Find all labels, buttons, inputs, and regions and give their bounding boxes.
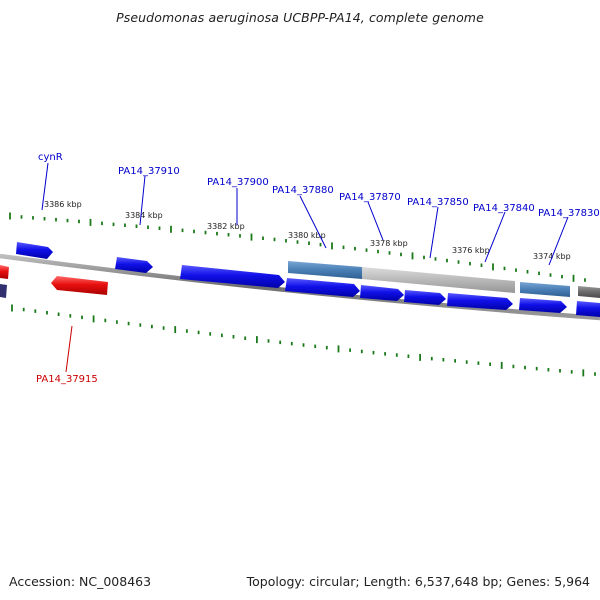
gene-arrow-pa14-37915	[51, 276, 108, 295]
scale-label: 3380 kbp	[288, 231, 326, 240]
gene-label-pa14-37900: PA14_37900	[207, 177, 269, 188]
outer-scale-ticks	[9, 212, 586, 282]
forward-genes	[16, 242, 600, 317]
gene-arrow-edge-right	[576, 301, 600, 317]
gene-label-pa14-37910: PA14_37910	[118, 166, 180, 177]
leader-line-pa14-37870	[367, 201, 384, 241]
operon-region-steel-2	[520, 282, 570, 297]
gene-arrow-pa14-37830	[519, 298, 567, 313]
leader-line-pa14-37850	[429, 206, 439, 259]
gene-arrow-pa14-37850	[404, 290, 446, 305]
leader-line-pa14-37880	[299, 195, 327, 249]
forward-gene-labels: cynR PA14_37910 PA14_37900 PA14_37880 PA…	[38, 152, 600, 219]
leader-line-pa14-37840	[484, 211, 506, 263]
map-title: Pseudomonas aeruginosa UCBPP-PA14, compl…	[116, 10, 484, 25]
scale-label: 3386 kbp	[44, 200, 82, 209]
scale-label: 3376 kbp	[452, 246, 490, 255]
gene-label-pa14-37840: PA14_37840	[473, 203, 535, 214]
gene-label-pa14-37870: PA14_37870	[339, 192, 401, 203]
scale-label: 3378 kbp	[370, 239, 408, 248]
gene-arrow-pa14-37900	[180, 265, 285, 288]
gene-label-pa14-37915: PA14_37915	[36, 374, 98, 385]
operon-region-gray	[362, 267, 515, 293]
gene-arrow-edge-left-navy	[0, 284, 7, 298]
gene-arrow-pa14-37870	[360, 285, 404, 301]
scale-label: 3384 kbp	[125, 211, 163, 220]
gene-label-pa14-37880: PA14_37880	[272, 185, 334, 196]
reverse-genes	[0, 265, 108, 298]
scale-label: 3382 kbp	[207, 222, 245, 231]
accession-footer: Accession: NC_008463	[9, 574, 152, 589]
leader-line-pa14-37830	[548, 216, 569, 266]
leader-line-cynR	[41, 162, 49, 211]
gene-arrow-cynR	[16, 242, 53, 259]
leader-line-pa14-37915	[65, 325, 73, 373]
leader-line-pa14-37910	[139, 175, 146, 226]
topology-footer: Topology: circular; Length: 6,537,648 bp…	[246, 574, 590, 589]
gene-label-pa14-37830: PA14_37830	[538, 208, 600, 219]
gene-arrow-pa14-37910	[115, 257, 153, 273]
gene-arrow-pa14-37840	[447, 293, 513, 310]
operon-region-steel	[288, 261, 362, 279]
label-leader-lines	[41, 162, 569, 266]
gene-label-cynR: cynR	[38, 152, 63, 163]
gene-arrow-pa14-37880	[285, 278, 360, 297]
inner-scale-ticks	[11, 304, 596, 377]
operon-region-dark	[578, 286, 600, 298]
gene-label-pa14-37850: PA14_37850	[407, 197, 469, 208]
gene-arrow-edge-left-red	[0, 265, 9, 279]
